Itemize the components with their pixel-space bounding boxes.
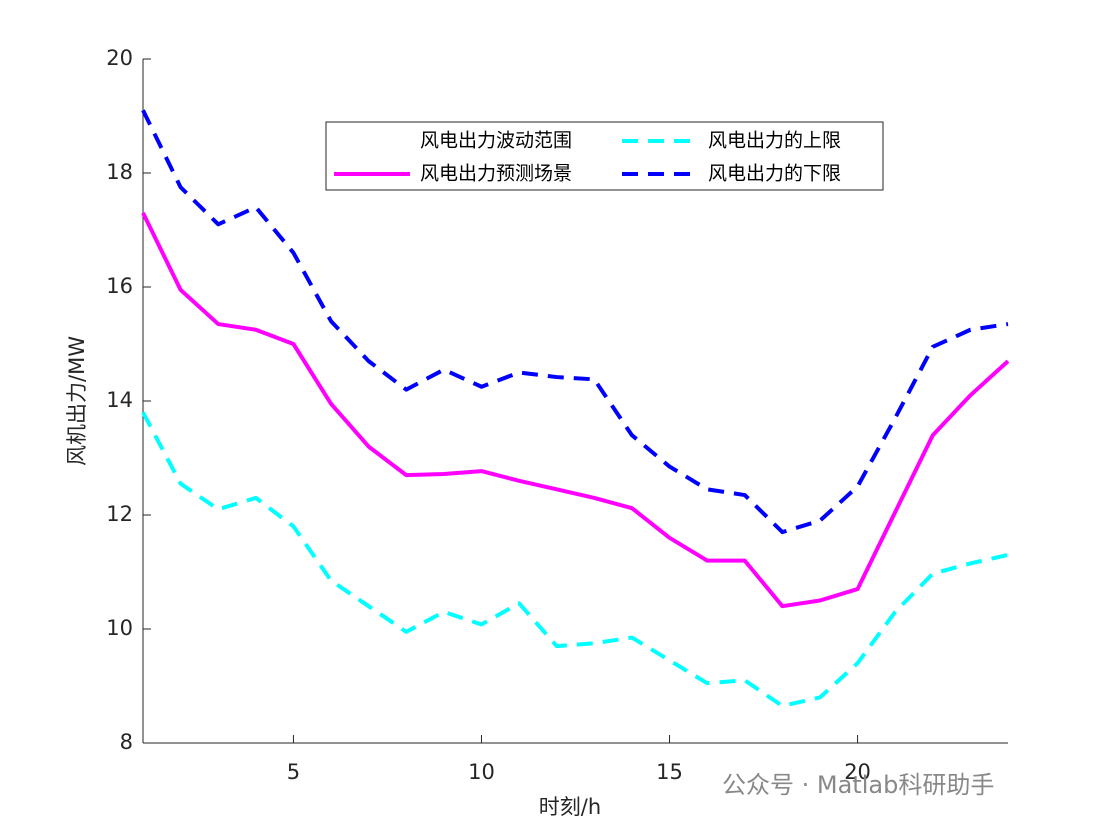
- series-line: [141, 411, 1009, 708]
- y-tick-label: 16: [106, 274, 133, 298]
- legend-label: 风电出力预测场景: [420, 163, 572, 185]
- y-tick-label: 14: [106, 388, 133, 412]
- x-tick-label: 20: [844, 760, 871, 784]
- x-tick-label: 15: [656, 760, 683, 784]
- x-tick-label: 10: [468, 760, 495, 784]
- legend-label: 风电出力波动范围: [420, 130, 572, 152]
- y-tick-label: 18: [106, 160, 133, 184]
- series-line: [141, 109, 1009, 535]
- series-line: [141, 212, 1010, 609]
- y-tick-label: 20: [106, 46, 133, 70]
- y-axis-label: 风机出力/MW: [65, 336, 89, 466]
- watermark: 公众号 · Matlab科研助手: [722, 771, 994, 799]
- legend-box: [325, 121, 884, 191]
- x-axis-label: 时刻/h: [539, 795, 601, 819]
- x-tick-label: 5: [287, 760, 300, 784]
- legend-label: 风电出力的下限: [708, 163, 841, 185]
- legend-label: 风电出力的上限: [708, 130, 841, 152]
- y-tick-label: 10: [106, 616, 133, 640]
- y-tick-label: 8: [120, 730, 133, 754]
- y-tick-label: 12: [106, 502, 133, 526]
